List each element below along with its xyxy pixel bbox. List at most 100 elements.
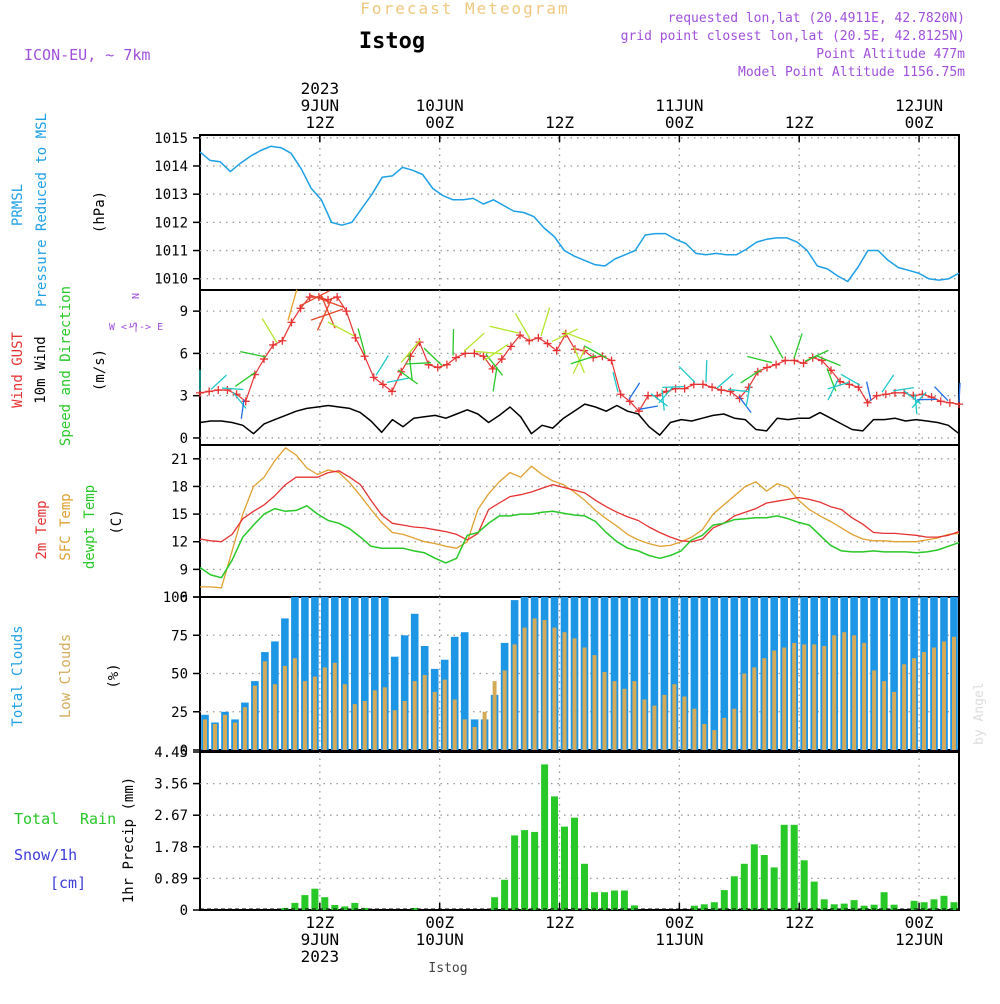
compass-we: W <-|-> E [109,322,163,333]
wind-arrow [747,357,772,363]
low-cloud-bar [513,644,517,750]
rain-bar [321,897,328,910]
rain-bar [821,899,828,910]
wind-arrow [679,367,695,383]
wind-arrow [406,363,431,364]
wind-arrow [571,356,596,364]
pressure-panel-labels: PRMSL Pressure Reduced to MSL (hPa) [10,113,108,307]
y-tick-label: 1011 [154,244,188,260]
low-cloud-bar [523,628,527,750]
low-cloud-bar [563,632,567,750]
low-cloud-bar [812,644,816,750]
prmsl-label: PRMSL [10,184,26,226]
y-tick-label: 1012 [154,215,188,231]
low-cloud-bar [742,674,746,751]
rain-bar [491,897,498,910]
wind-arrow [541,308,550,336]
gridpoint-coords: grid point closest lon,lat (20.5E, 42.81… [621,29,965,44]
y-tick-label: 50 [171,667,188,683]
bottom-time-label: 2023 [301,947,340,966]
y-tick-label: 3 [180,389,188,405]
top-time-label: 12Z [785,113,814,132]
low-cloud-bar [702,724,706,750]
y-tick-label: 0 [180,903,188,919]
y-tick-label: 1.78 [154,840,188,856]
pressure-unit-label: (hPa) [92,191,108,233]
low-cloud-bar [613,681,617,750]
low-cloud-bar [762,658,766,750]
panel-frame [200,135,959,290]
rain-bar [551,796,558,910]
rain-bar [301,895,308,910]
y-tick-label: 18 [171,479,188,495]
y-tick-label: 4.45 [154,745,188,761]
wind-arrow [376,356,388,376]
precip-unit-label: 1hr Precip (mm) [121,777,137,903]
low-cloud-bar [952,637,956,750]
low-cloud-bar [852,635,856,750]
low-cloud-bar [433,692,437,750]
rain-bar [311,889,318,910]
rain-bar [771,867,778,910]
bottom-time-label: 10JUN [416,930,464,949]
low-cloud-bar [383,687,387,750]
y-tick-label: 2.67 [154,808,188,824]
rain-bar [931,899,938,910]
low-cloud-bar [912,658,916,750]
low-cloud-bar [473,727,477,750]
wind-arrow [453,329,454,356]
low-cloud-bar [583,648,587,751]
gust-marker [672,385,680,393]
gust-marker [333,293,341,301]
footer-station: Istog [428,961,467,976]
low-cloud-bar [782,648,786,751]
snow-label: Snow/1h [14,846,77,864]
top-time-label: 00Z [425,113,454,132]
low-cloud-bar [413,681,417,750]
y-tick-label: 25 [171,705,188,721]
low-cloud-bar [593,655,597,750]
low-cloud-bar [722,718,726,750]
gust-marker [278,337,286,345]
low-cloud-bar [842,632,846,750]
low-cloud-bar [343,684,347,750]
low-cloud-bar [832,635,836,750]
pressure-line [200,146,959,281]
rain-bar [531,832,538,910]
rain-bar [601,892,608,910]
gust-marker [644,392,652,400]
gust-line [200,297,959,411]
bottom-time-label: 12Z [545,913,574,932]
station-title: Istog [359,29,425,54]
low-cloud-bar [872,670,876,750]
snow-unit-label: [cm] [50,874,86,892]
y-tick-label: 3.56 [154,777,188,793]
low-cloud-bar [373,690,377,750]
rain-bar [731,876,738,910]
low-cloud-bar [263,661,267,750]
wind-arrow [640,406,658,409]
rain-bar [541,764,548,910]
cloud-panel-labels: Total Clouds Low Clouds (%) [10,625,122,726]
low-cloud-bar [942,641,946,750]
wind-arrow [222,388,243,389]
top-time-label: 00Z [905,113,934,132]
low-cloud-bar [233,723,237,751]
y-tick-label: 9 [180,562,188,578]
low-cloud-bar [892,692,896,750]
wind10m-line [200,404,959,435]
low-cloud-bar [483,712,487,750]
y-tick-label: 6 [180,346,188,362]
pressure-msl-label: Pressure Reduced to MSL [34,113,50,307]
low-cloud-bar [682,697,686,751]
panel-frame [200,445,959,597]
low-cloud-bar [333,663,337,750]
gust-marker [425,361,433,369]
low-cloud-bar [353,704,357,750]
top-time-label: 12Z [545,113,574,132]
wind-panel-labels: Wind GUST 10m Wind Speed and Direction (… [10,286,163,446]
y-tick-label: 9 [180,304,188,320]
rain-bar [941,896,948,910]
wind-arrow [706,360,707,382]
